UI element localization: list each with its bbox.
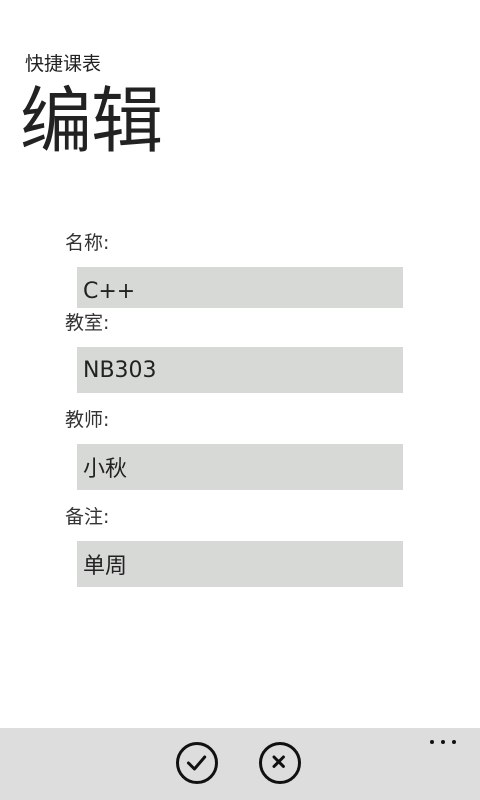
page-title: 编辑 bbox=[20, 79, 163, 163]
app-title: 快捷课表 bbox=[25, 53, 102, 75]
check-icon bbox=[186, 755, 207, 771]
confirm-button[interactable] bbox=[176, 742, 218, 784]
room-label: 教室: bbox=[65, 312, 110, 334]
teacher-input[interactable] bbox=[77, 444, 403, 490]
cancel-button[interactable] bbox=[259, 742, 301, 784]
more-dots-icon[interactable] bbox=[430, 738, 456, 748]
note-input[interactable] bbox=[77, 541, 403, 587]
name-label: 名称: bbox=[65, 232, 110, 254]
app-bar bbox=[0, 728, 480, 800]
name-input[interactable] bbox=[77, 267, 403, 308]
note-label: 备注: bbox=[65, 506, 110, 528]
teacher-label: 教师: bbox=[65, 409, 110, 431]
close-icon bbox=[272, 755, 285, 768]
room-input[interactable] bbox=[77, 347, 403, 393]
